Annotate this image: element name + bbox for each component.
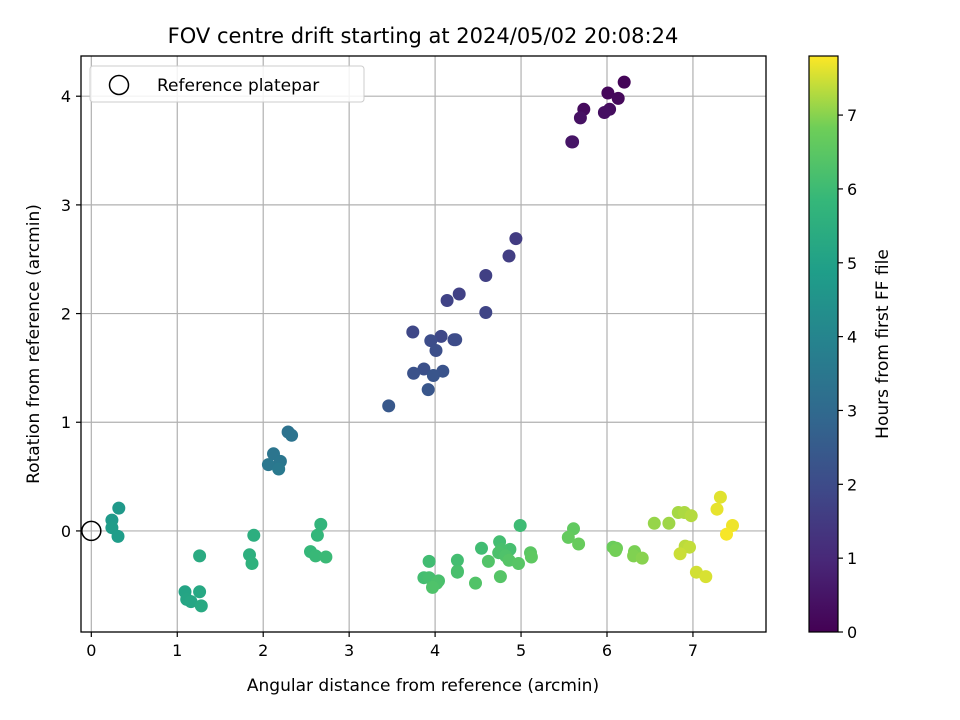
- x-tick-label: 2: [258, 641, 268, 660]
- plot-frame: [80, 55, 767, 633]
- data-point: [450, 553, 464, 567]
- x-tick-label: 7: [688, 641, 698, 660]
- data-point: [319, 550, 333, 564]
- data-point: [285, 428, 299, 442]
- legend: Reference platepar: [89, 65, 365, 103]
- data-point: [421, 383, 435, 397]
- data-point: [647, 516, 661, 530]
- data-point: [422, 554, 436, 568]
- axis-ticks: 0 1 2 3 4 5 6 7 0 1 2 3 4: [61, 87, 698, 660]
- data-point: [112, 501, 126, 515]
- data-point: [449, 333, 463, 347]
- x-tick-label: 1: [172, 641, 182, 660]
- data-point: [502, 249, 516, 263]
- data-point: [184, 595, 198, 609]
- colorbar-gradient: [808, 55, 839, 633]
- data-points: [105, 75, 739, 613]
- data-point: [512, 557, 525, 570]
- colorbar-tick-label: 4: [847, 328, 857, 347]
- x-tick-label: 5: [516, 641, 526, 660]
- legend-label: Reference platepar: [157, 76, 319, 96]
- data-point: [426, 369, 440, 382]
- colorbar-ticks: 0 1 2 3 4 5 6 7: [838, 106, 857, 642]
- data-point: [611, 91, 625, 105]
- data-point: [481, 554, 495, 568]
- data-point: [710, 502, 724, 516]
- data-point: [469, 576, 482, 590]
- data-point: [565, 135, 579, 149]
- data-point: [261, 458, 275, 472]
- data-point: [493, 570, 507, 584]
- data-point: [684, 509, 698, 523]
- data-point: [683, 540, 696, 554]
- data-point: [713, 490, 727, 504]
- data-point: [699, 570, 713, 584]
- data-point: [429, 344, 443, 357]
- y-tick-label: 3: [61, 196, 71, 215]
- y-tick-label: 2: [61, 305, 71, 324]
- colorbar-tick-label: 6: [847, 180, 857, 199]
- data-point: [424, 334, 438, 348]
- grid-lines: [81, 56, 766, 632]
- colorbar-tick-label: 5: [847, 254, 857, 273]
- data-point: [450, 565, 464, 579]
- colorbar-tick-label: 3: [847, 401, 857, 420]
- data-point: [310, 528, 324, 542]
- data-point: [193, 549, 207, 563]
- legend-box: [89, 65, 365, 103]
- data-point: [509, 232, 523, 246]
- data-point: [479, 306, 493, 319]
- y-tick-label: 4: [61, 87, 71, 106]
- x-tick-label: 3: [344, 641, 354, 660]
- data-point: [452, 287, 466, 301]
- data-point: [440, 294, 454, 307]
- y-axis-title: Rotation from reference (arcmin): [24, 204, 44, 484]
- colorbar-tick-label: 2: [847, 475, 857, 494]
- data-point: [382, 399, 396, 413]
- data-point: [524, 550, 538, 564]
- data-point: [309, 549, 323, 563]
- data-point: [111, 529, 125, 543]
- data-point: [573, 111, 587, 125]
- y-tick-label: 0: [61, 522, 71, 541]
- colorbar-title: Hours from first FF file: [873, 249, 893, 439]
- legend-marker-icon: [108, 74, 130, 96]
- data-point: [247, 528, 261, 542]
- data-point: [417, 362, 431, 376]
- y-tick-label: 1: [61, 413, 71, 432]
- data-point: [272, 462, 286, 476]
- data-point: [673, 547, 687, 561]
- data-point: [194, 599, 208, 613]
- colorbar-tick-label: 1: [847, 549, 857, 568]
- data-point: [617, 75, 631, 89]
- chart-title: FOV centre drift starting at 2024/05/02 …: [168, 24, 679, 48]
- data-point: [479, 269, 493, 282]
- data-point: [561, 530, 575, 544]
- data-point: [720, 527, 733, 541]
- x-axis-title: Angular distance from reference (arcmin): [247, 676, 599, 696]
- data-point: [662, 516, 676, 530]
- data-point: [597, 106, 611, 119]
- colorbar: 0 1 2 3 4 5 6 7 Hours from first FF file: [808, 55, 893, 642]
- colorbar-tick-label: 7: [847, 106, 857, 125]
- data-point: [475, 541, 488, 555]
- data-point: [406, 325, 420, 339]
- reference-platepar-marker: [81, 520, 102, 542]
- x-tick-label: 4: [430, 641, 440, 660]
- data-point: [609, 544, 623, 557]
- colorbar-tick-label: 0: [847, 623, 857, 642]
- data-point: [513, 519, 527, 532]
- data-point: [635, 551, 649, 565]
- x-tick-label: 0: [86, 641, 96, 660]
- data-point: [601, 86, 615, 100]
- data-point: [572, 537, 586, 551]
- data-point: [407, 366, 421, 380]
- data-point: [434, 329, 448, 343]
- data-point: [193, 585, 207, 599]
- data-point: [426, 580, 439, 594]
- data-point: [314, 517, 328, 531]
- data-point: [245, 557, 259, 570]
- x-tick-label: 6: [602, 641, 612, 660]
